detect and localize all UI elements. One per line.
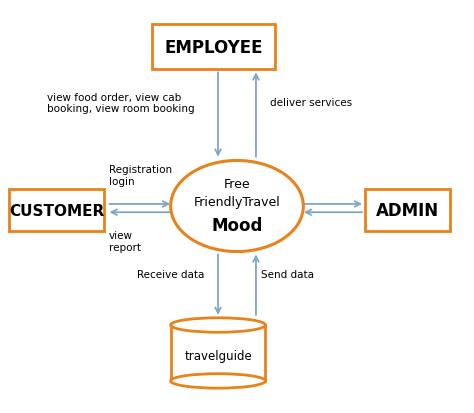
Ellipse shape bbox=[171, 318, 265, 332]
Text: Receive data: Receive data bbox=[137, 270, 205, 280]
Ellipse shape bbox=[171, 374, 265, 388]
Text: deliver services: deliver services bbox=[270, 98, 352, 108]
Text: Free: Free bbox=[224, 177, 250, 190]
FancyBboxPatch shape bbox=[9, 190, 104, 231]
Text: view food order, view cab
booking, view room booking: view food order, view cab booking, view … bbox=[47, 93, 195, 114]
FancyBboxPatch shape bbox=[365, 190, 450, 231]
Text: view
report: view report bbox=[109, 231, 141, 252]
Text: travelguide: travelguide bbox=[184, 349, 252, 362]
Text: FriendlyTravel: FriendlyTravel bbox=[193, 196, 281, 209]
Text: ADMIN: ADMIN bbox=[376, 202, 439, 220]
Text: Registration
login: Registration login bbox=[109, 165, 172, 186]
FancyBboxPatch shape bbox=[171, 325, 265, 381]
Text: Send data: Send data bbox=[261, 270, 314, 280]
Text: CUSTOMER: CUSTOMER bbox=[9, 203, 104, 218]
Text: Mood: Mood bbox=[211, 216, 263, 234]
FancyBboxPatch shape bbox=[152, 25, 275, 70]
Text: EMPLOYEE: EMPLOYEE bbox=[164, 38, 263, 57]
